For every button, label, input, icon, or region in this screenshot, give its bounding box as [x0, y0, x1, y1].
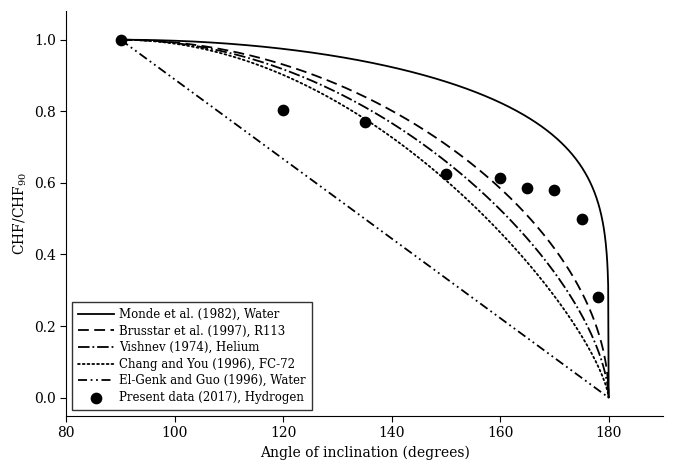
- Point: [576, 215, 587, 222]
- Point: [549, 187, 560, 194]
- Point: [359, 118, 370, 126]
- Legend: Monde et al. (1982), Water, Brusstar et al. (1997), R113, Vishnev (1974), Helium: Monde et al. (1982), Water, Brusstar et …: [72, 302, 312, 410]
- Point: [592, 293, 603, 301]
- Point: [278, 106, 288, 114]
- Point: [441, 170, 452, 178]
- Y-axis label: CHF/CHF$_{90}$: CHF/CHF$_{90}$: [11, 172, 28, 255]
- Point: [495, 174, 506, 181]
- Point: [115, 36, 126, 43]
- Point: [522, 185, 532, 192]
- X-axis label: Angle of inclination (degrees): Angle of inclination (degrees): [259, 446, 470, 460]
